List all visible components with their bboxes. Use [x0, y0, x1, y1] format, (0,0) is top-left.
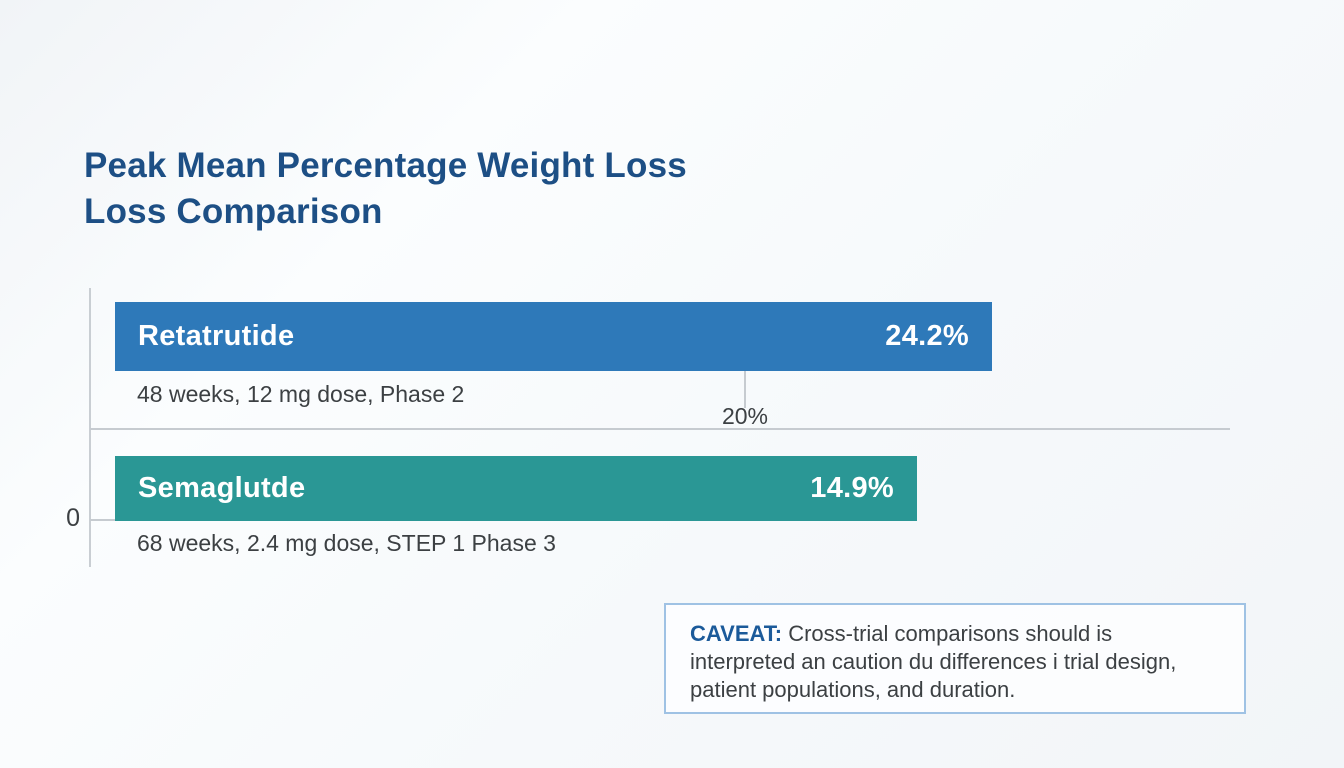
x-tick-line-0 — [90, 519, 115, 521]
bar-sublabel-semaglutde: 68 weeks, 2.4 mg dose, STEP 1 Phase 3 — [137, 530, 556, 556]
chart-title-line1: Peak Mean Percentage Weight Loss — [84, 146, 687, 185]
caveat-line1: CAVEAT: Cross-trial comparisons should i… — [690, 620, 1224, 648]
x-tick-label-0: 0 — [66, 504, 80, 532]
bar-semaglutde[interactable]: Semaglutde 14.9% — [115, 456, 917, 521]
bar-value-label: 24.2% — [885, 320, 969, 352]
bar-retatrutide[interactable]: Retatrutide 24.2% — [115, 302, 992, 371]
bar-category-label: Retatrutide — [138, 320, 295, 352]
caveat-label: CAVEAT: — [690, 621, 783, 646]
bar-sublabel-retatrutide: 48 weeks, 12 mg dose, Phase 2 — [137, 381, 465, 407]
y-axis-line — [89, 288, 91, 567]
bar-category-label: Semaglutde — [138, 472, 306, 504]
horizontal-gridline — [90, 428, 1230, 430]
x-tick-line-20pct — [744, 371, 746, 408]
chart-title: Peak Mean Percentage Weight Loss Loss Co… — [84, 143, 687, 235]
caveat-line1-text: Cross-trial comparisons should is — [782, 621, 1113, 646]
caveat-line3: patient populations, and duration. — [690, 677, 1016, 702]
caveat-box: CAVEAT: Cross-trial comparisons should i… — [664, 603, 1246, 714]
x-tick-label-20pct: 20% — [721, 403, 769, 429]
bar-value-label: 14.9% — [810, 472, 894, 504]
chart-title-line2: Loss Comparison — [84, 192, 383, 231]
caveat-line2: interpreted an caution du differences i … — [690, 649, 1177, 674]
